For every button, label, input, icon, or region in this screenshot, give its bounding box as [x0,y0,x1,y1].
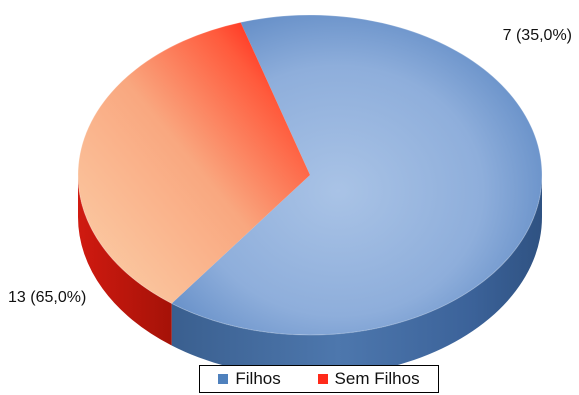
data-label-filhos: 13 (65,0%) [8,289,86,306]
legend-item-sem-filhos: Sem Filhos [317,369,420,389]
pie-slice-filhos [171,14,543,335]
pie-slice-sem-filhos-side [78,175,172,346]
data-label-sem-filhos: 7 (35,0%) [503,27,572,44]
legend: Filhos Sem Filhos [199,365,439,393]
legend-swatch-sem-filhos [317,374,328,384]
pie-slice-sem-filhos [78,22,310,304]
legend-label-sem-filhos: Sem Filhos [334,369,420,388]
pie-slice-filhos-side [171,175,542,377]
pie-side-walls [78,175,542,377]
legend-item-filhos: Filhos [218,369,281,389]
pie-rim [77,14,543,336]
legend-label-filhos: Filhos [235,369,281,388]
legend-swatch-filhos [218,374,229,384]
